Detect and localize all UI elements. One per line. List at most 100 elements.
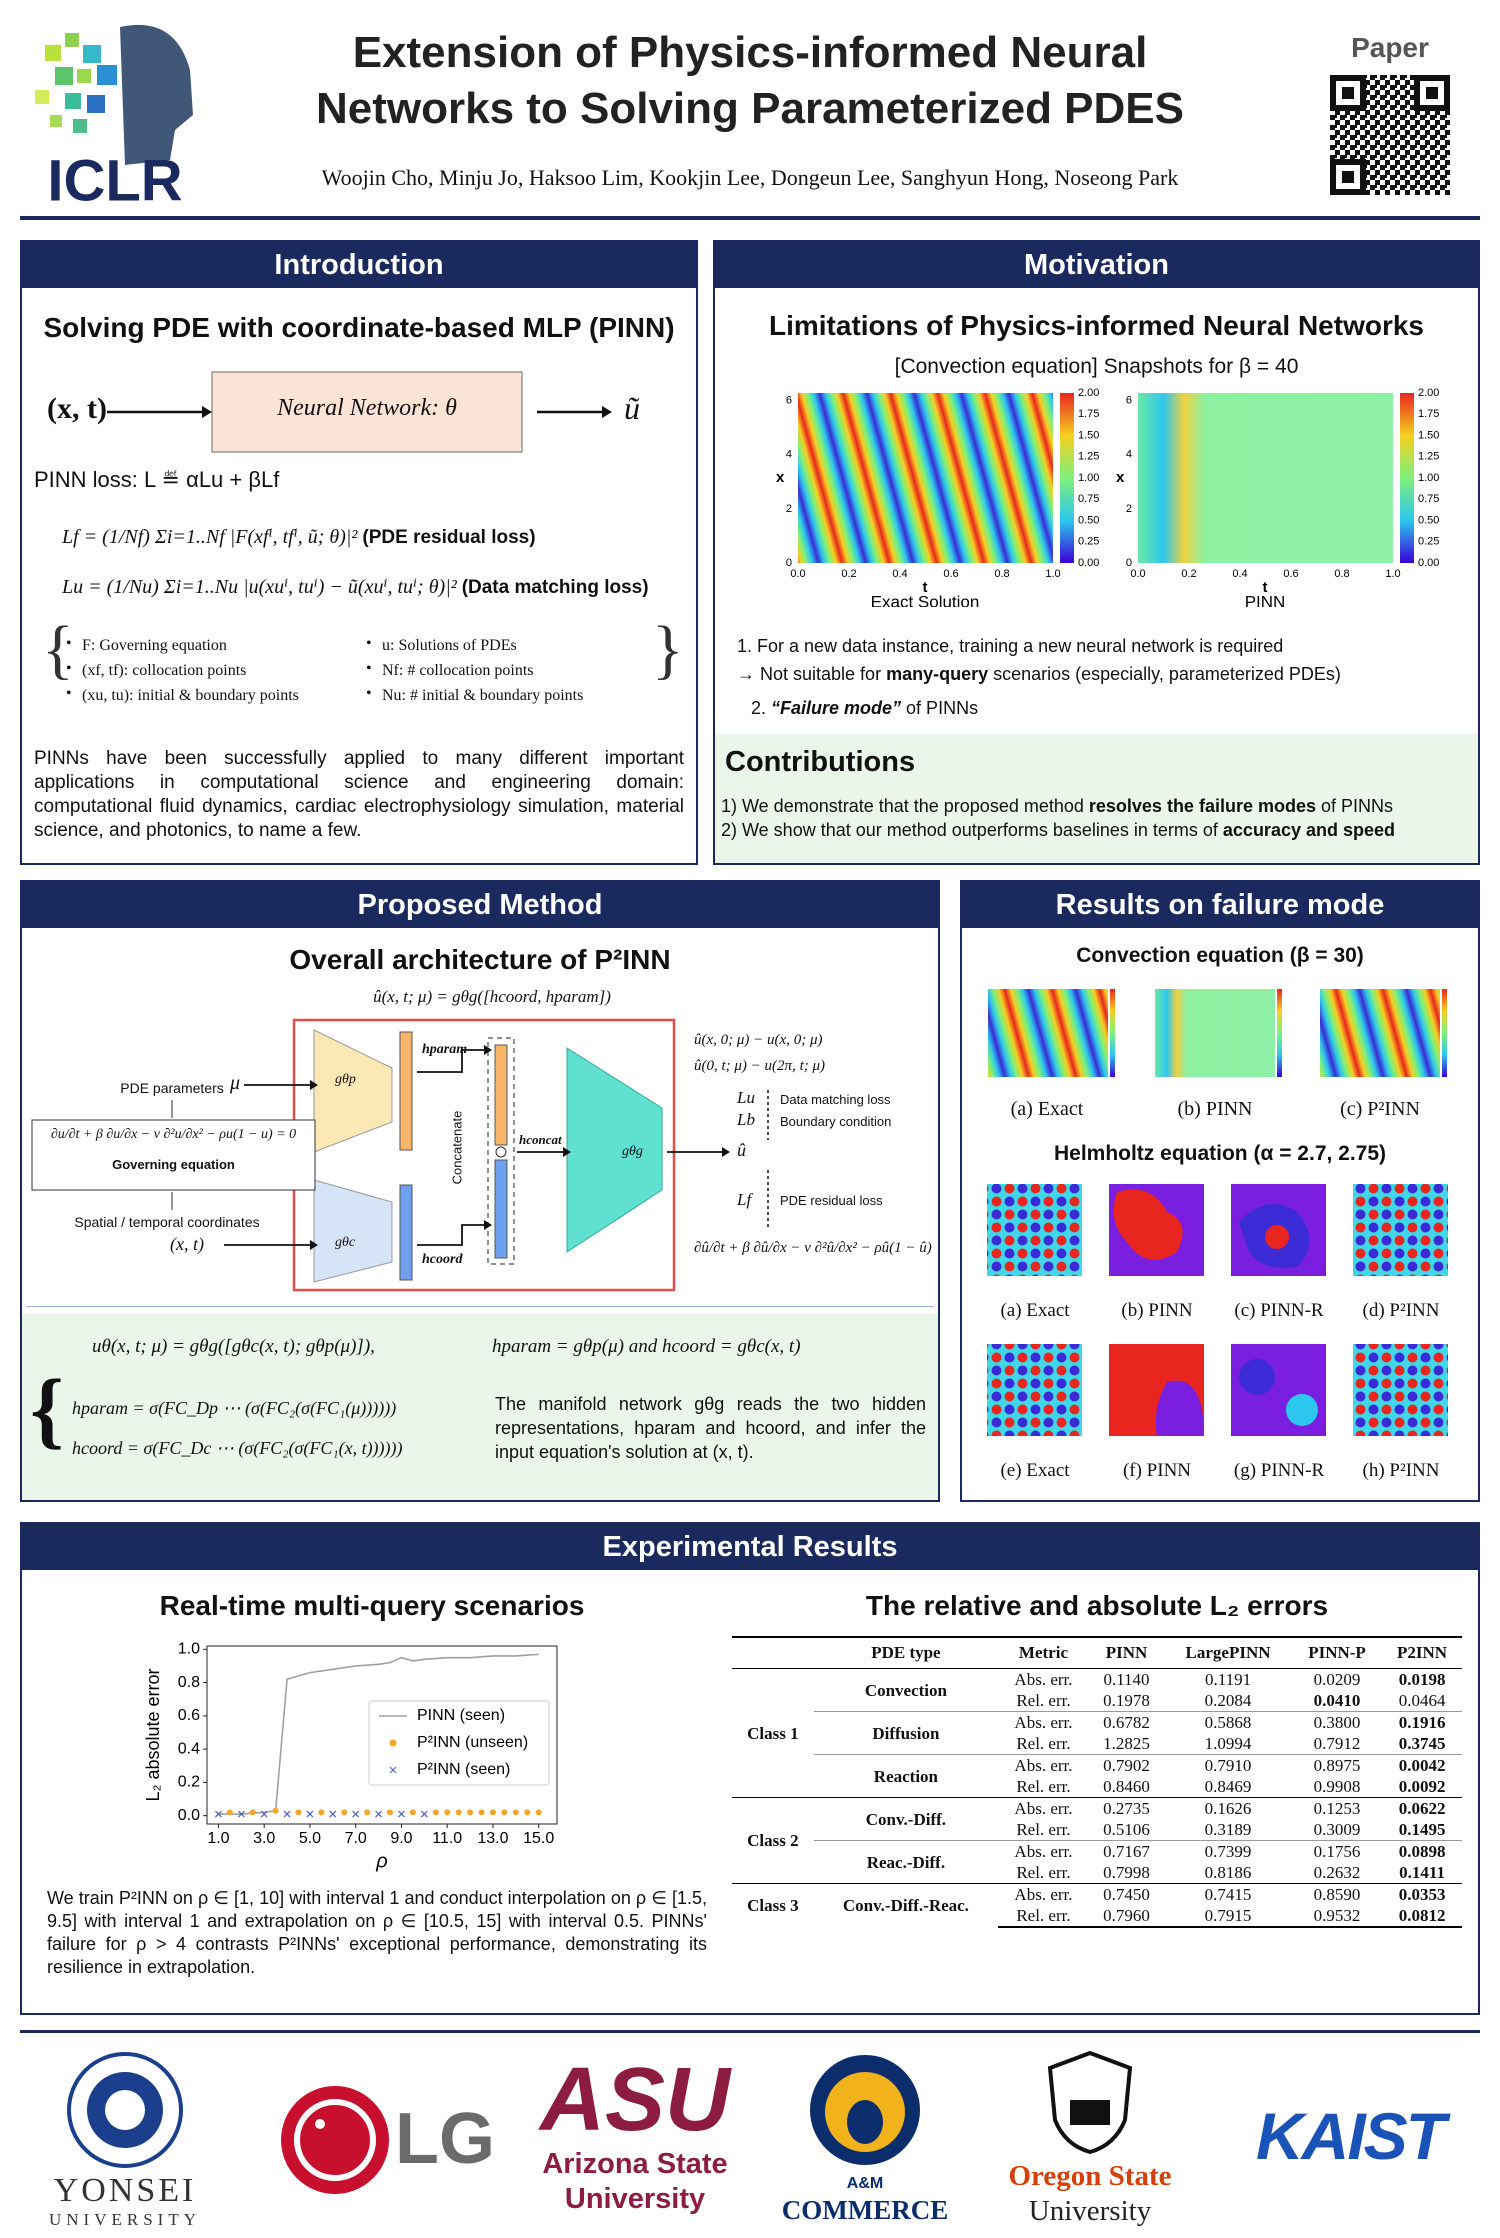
- value-cell: 0.7450: [1088, 1883, 1165, 1905]
- metric-cell: Abs. err.: [998, 1668, 1089, 1690]
- motivation-panel: Motivation Limitations of Physics-inform…: [713, 240, 1480, 865]
- method-panel: Proposed Method Overall architecture of …: [20, 880, 940, 1502]
- point: [283, 1810, 291, 1818]
- subheading: The relative and absolute L₂ errors: [865, 1590, 1329, 1621]
- lg-mark: [281, 2086, 389, 2194]
- value-cell: 0.7399: [1164, 1840, 1292, 1862]
- metric-cell: Rel. err.: [1016, 1777, 1071, 1796]
- brace: {: [30, 1361, 64, 1457]
- diagram-label: û(0, t; μ) − u(2π, t; μ): [694, 1058, 826, 1074]
- error-chart: 0.0 0.2 0.4 0.6 0.8 1.0 1.0 3.0 5.0 7.0 9.0 11.0 13.…: [143, 1641, 558, 1872]
- arrows: [224, 1049, 722, 1246]
- point: [432, 1809, 439, 1816]
- point: → Not suitable for many-query scenarios …: [737, 660, 1468, 688]
- x-label: ρ: [375, 1850, 387, 1872]
- diagram-label: hparam: [422, 1042, 468, 1057]
- qr-finder-centers: [1342, 87, 1438, 183]
- diagram-label: Lu: [737, 1088, 755, 1107]
- osu-seal: [1047, 2050, 1133, 2155]
- metric-cell: Abs. err.: [998, 1840, 1089, 1862]
- caption: (b) PINN: [1121, 1300, 1193, 1321]
- value-cell: 0.7902: [1088, 1754, 1165, 1776]
- caption: (a) Exact: [1000, 1300, 1070, 1321]
- bullet: •: [366, 660, 372, 677]
- footer-rule: [20, 2030, 1480, 2033]
- value-cell: 0.8469: [1204, 1777, 1252, 1796]
- subheading: Real-time multi-query scenarios: [159, 1590, 585, 1621]
- heatmap: [987, 1344, 1082, 1436]
- lf-eq: Lf = (1/Nf) Σi=1..Nf |F(xfⁱ, tfⁱ, ũ; θ)|…: [62, 524, 536, 549]
- value-cell: 0.7415: [1164, 1883, 1292, 1905]
- bullet: •: [66, 635, 72, 652]
- lion-mark: [810, 2055, 920, 2165]
- metric-cell: Rel. err.: [1016, 1691, 1071, 1710]
- authors: Woojin Cho, Minju Jo, Haksoo Lim, Kookji…: [321, 165, 1179, 190]
- sponsor-text: COMMERCE: [781, 2195, 949, 2225]
- paper-label: Paper: [1351, 32, 1429, 63]
- value-cell: 0.8975: [1291, 1754, 1383, 1776]
- definition: F: Governing equation: [82, 637, 227, 654]
- equation: Lu = (1/Nu) Σi=1..Nu |u(xuⁱ, tuⁱ) − ũ(xu…: [62, 576, 457, 598]
- value-cell: 0.7960: [1088, 1905, 1165, 1928]
- point: [226, 1809, 233, 1816]
- caption: (c) PINN-R: [1234, 1300, 1324, 1321]
- plot-frame: [206, 1645, 558, 1825]
- heatmap: [1231, 1344, 1326, 1436]
- method-paragraph: The manifold network gθg reads the two h…: [495, 1394, 926, 1462]
- sponsor-text: LG: [395, 2099, 495, 2179]
- colorbar-tick: 1.25: [1078, 451, 1099, 463]
- equation: uθ(x, t; μ) = gθg([gθc(x, t); gθp(μ)]),: [92, 1336, 375, 1357]
- panel-heading: Proposed Method: [22, 882, 938, 928]
- point: [467, 1809, 474, 1816]
- table-row: Rel. err. 0.1978 0.2084 0.0410 0.0464: [732, 1690, 1462, 1712]
- value-cell: 0.0898: [1382, 1840, 1462, 1862]
- x-tick-label: 5.0: [299, 1830, 321, 1847]
- point: [318, 1809, 325, 1816]
- colorbar: [1442, 989, 1447, 1077]
- diagram-label: PDE parameters: [120, 1080, 224, 1096]
- metric-cell: Rel. err.: [1016, 1820, 1071, 1839]
- contributions-list: 1) We demonstrate that the proposed meth…: [721, 794, 1395, 842]
- concat-param: [494, 1044, 508, 1146]
- colorbar-tick: 0.75: [1078, 493, 1099, 505]
- value-cell: 0.3800: [1291, 1711, 1383, 1733]
- sponsor-text: A&M: [846, 2175, 884, 2192]
- pinn-flow: [107, 371, 612, 453]
- caption: (c) P²INN: [1340, 1098, 1420, 1120]
- x-tick: 0.8: [994, 568, 1009, 580]
- header-cell: [732, 1636, 814, 1669]
- x-tick: 0.6: [943, 568, 958, 580]
- header-cell: P2INN: [1382, 1636, 1462, 1669]
- value-cell: 0.2084: [1204, 1691, 1252, 1710]
- diagram-label: û(x, 0; μ) − u(x, 0; μ): [694, 1032, 823, 1048]
- heatmap: [1320, 989, 1440, 1077]
- colorbar-tick: 2.00: [1418, 387, 1439, 399]
- heatmap: [1138, 393, 1393, 563]
- x-tick: 1.0: [1045, 568, 1060, 580]
- value-cell: 0.7998: [1103, 1863, 1150, 1882]
- y-tick: 2: [1126, 503, 1132, 515]
- value-cell: 0.3189: [1204, 1820, 1252, 1839]
- pde-cell: Reaction: [813, 1754, 999, 1798]
- logo-text: ICLR: [47, 148, 182, 210]
- x-tick: 0.4: [892, 568, 907, 580]
- colorbar-tick: 0.00: [1078, 557, 1099, 569]
- colorbar-tick: 1.00: [1418, 472, 1439, 484]
- contribution: 1) We demonstrate that the proposed meth…: [721, 794, 1395, 818]
- diagram-label: û: [737, 1140, 746, 1160]
- colorbar-tick: 0.25: [1078, 536, 1099, 548]
- point: [295, 1809, 302, 1816]
- diagram-label: (x, t): [170, 1234, 204, 1254]
- value-cell: 0.1916: [1382, 1711, 1462, 1733]
- heatmap: [1231, 1184, 1326, 1276]
- output-label: ũ: [624, 390, 640, 426]
- divider: [26, 1306, 934, 1307]
- table-row: Class 1 Convection Abs. err. 0.1140 0.1191 0.…: [732, 1668, 1462, 1798]
- table-row: Reaction Abs. err. 0.7902 0.7910 0.8975 0.004…: [732, 1754, 1462, 1798]
- x-tick: 1.0: [1385, 568, 1400, 580]
- legend-box: [368, 1700, 550, 1786]
- x-tick: 0.4: [1232, 568, 1247, 580]
- colorbar-tick: 0.25: [1418, 536, 1439, 548]
- point: [478, 1809, 485, 1816]
- value-cell: 0.0464: [1398, 1691, 1446, 1710]
